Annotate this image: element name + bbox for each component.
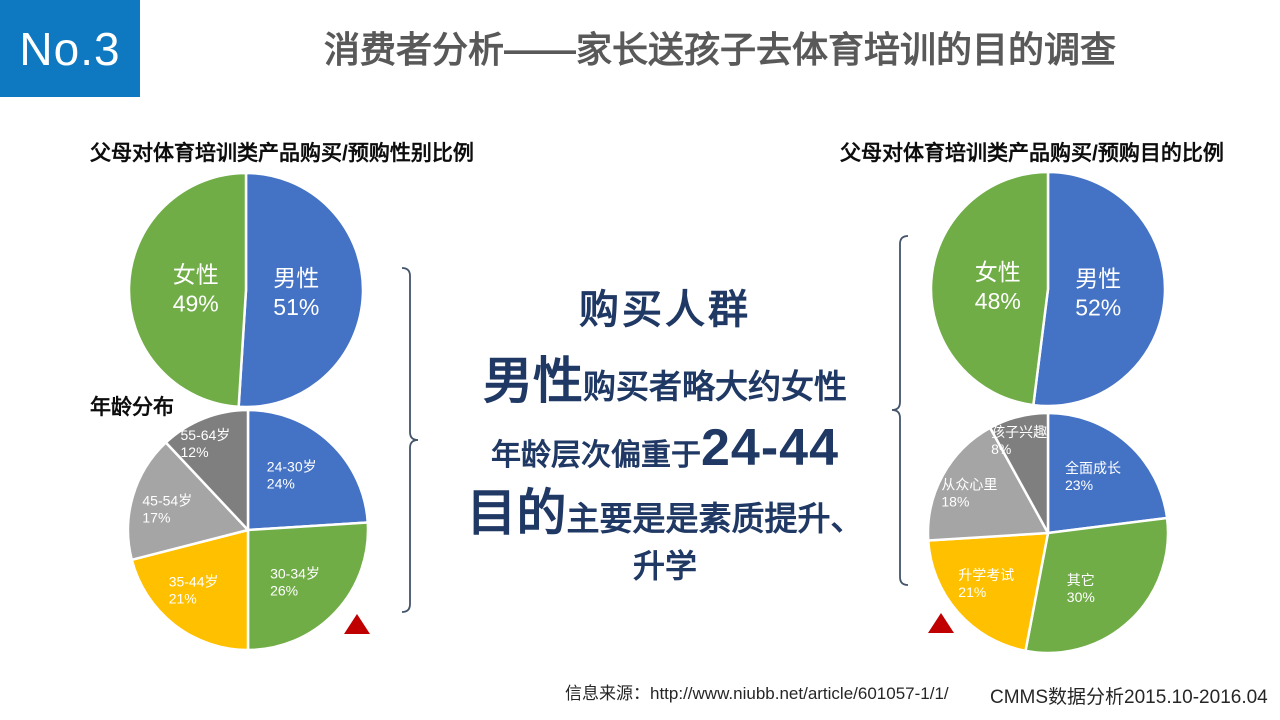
pie-slice-label: 全面成长 23%: [1065, 460, 1121, 493]
pie-slice-label: 35-44岁 21%: [169, 574, 219, 607]
age-chart-header: 年龄分布: [90, 396, 174, 419]
pie-chart-purpose: 全面成长 23% 其它 30% 升学考试 21% 从众心里 18% 孩子兴趣 8%: [926, 411, 1170, 655]
findings-heading: 购买人群: [579, 288, 751, 332]
finding-age-emphasis: 24-44: [701, 419, 839, 477]
pie-slice: [1024, 516, 1170, 655]
finding-age-lead: 年龄层次偏重于: [491, 439, 701, 472]
source-url-text: 信息来源：http://www.niubb.net/article/601057…: [565, 684, 949, 703]
pie-slice: [127, 171, 248, 409]
red-triangle-icon: [928, 613, 954, 633]
finding-gender-emphasis: 男性: [483, 353, 583, 409]
left-chart-header: 父母对体育培训类产品购买/预购性别比例: [90, 142, 474, 165]
pie-slice-label: 45-54岁 17%: [142, 493, 192, 526]
pie-chart-age-distribution: 24-30岁 24% 30-34岁 26% 35-44岁 21% 45-54岁 17% 55-6…: [126, 408, 370, 652]
pie-slice: [926, 426, 1050, 542]
pie-slice: [929, 170, 1050, 407]
finding-purpose-emphasis: 目的: [466, 485, 567, 541]
pie-slice: [164, 408, 250, 532]
pie-slice: [246, 408, 370, 532]
right-brace-bracket-icon: [891, 235, 909, 586]
pie-slice-label: 30-34岁 26%: [270, 566, 320, 599]
pie-slice: [246, 521, 370, 652]
pie-slice: [126, 441, 250, 562]
finding-gender-rest: 购买者略大约女性: [583, 368, 847, 405]
finding-purpose-rest: 主要是是素质提升、: [566, 500, 864, 537]
pie-slice: [988, 411, 1050, 535]
red-triangle-icon: [344, 614, 370, 634]
finding-age-line: 年龄层次偏重于24-44: [435, 422, 895, 474]
pie-slice-label: 24-30岁 24%: [267, 459, 317, 492]
page-title: 消费者分析——家长送孩子去体育培训的目的调查: [323, 29, 1116, 70]
finding-gender-line: 男性购买者略大约女性: [435, 356, 895, 406]
analysis-credit-text: CMMS数据分析2015.10-2016.04: [990, 687, 1268, 708]
pie-slice-label: 男性 52%: [1075, 265, 1121, 320]
pie-slice-label: 女性 48%: [975, 259, 1021, 314]
left-brace-bracket-icon: [401, 267, 419, 613]
pie-chart-gender-left: 男性 51% 女性 49%: [127, 171, 365, 409]
slide-number-badge: No.3: [0, 0, 140, 97]
pie-slice: [1032, 170, 1167, 408]
pie-slice: [130, 528, 250, 652]
right-chart-header: 父母对体育培训类产品购买/预购目的比例: [840, 142, 1224, 165]
pie-slice: [1046, 411, 1169, 535]
pie-slice-label: 男性 51%: [273, 265, 319, 320]
pie-slice-label: 升学考试 21%: [958, 567, 1014, 600]
pie-slice-label: 其它 30%: [1067, 572, 1095, 605]
finding-purpose-line: 目的主要是是素质提升、: [435, 488, 895, 538]
slide-number-text: No.3: [19, 22, 121, 75]
pie-slice-label: 孩子兴趣 8%: [991, 424, 1047, 457]
key-findings-text-block: 购买人群 男性购买者略大约女性 年龄层次偏重于24-44 目的主要是是素质提升、…: [435, 288, 895, 582]
pie-slice-label: 女性 49%: [173, 262, 219, 317]
pie-slice: [926, 531, 1050, 653]
pie-slice: [237, 171, 365, 409]
pie-chart-gender-right: 男性 52% 女性 48%: [929, 170, 1167, 408]
pie-slice-label: 55-64岁 12%: [181, 427, 231, 460]
finding-purpose-line2: 升学: [632, 548, 697, 584]
pie-slice-label: 从众心里 18%: [941, 476, 997, 509]
